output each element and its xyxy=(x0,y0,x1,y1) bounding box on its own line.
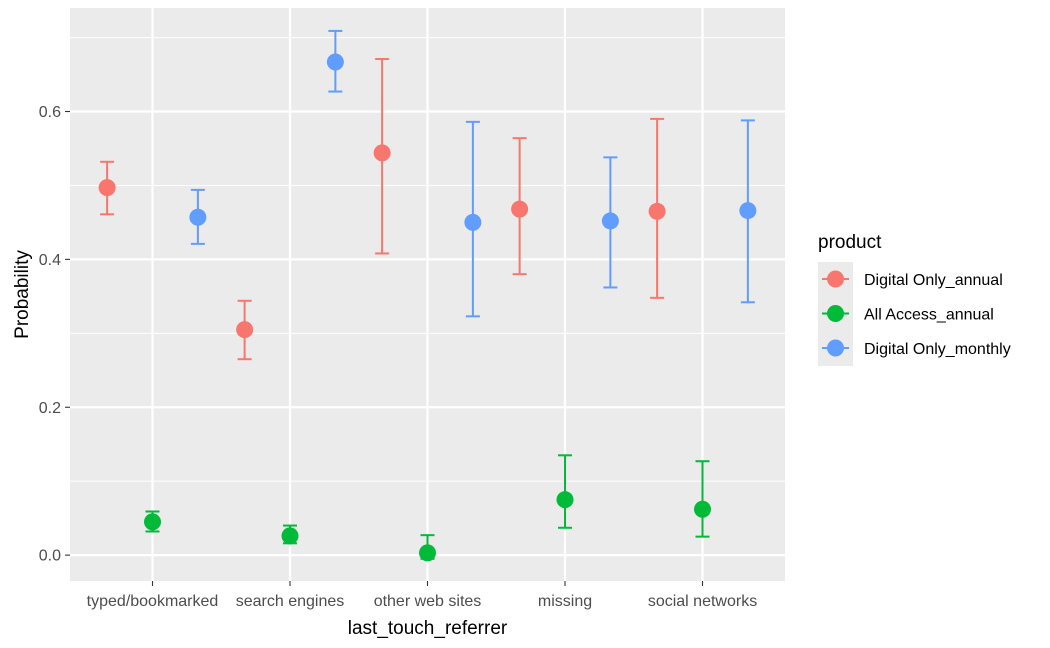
legend-item: Digital Only_monthly xyxy=(822,339,1011,358)
x-axis: typed/bookmarked search engines other web … xyxy=(87,581,757,610)
x-tick-label: typed/bookmarked xyxy=(87,593,219,610)
x-tick-label: search engines xyxy=(236,593,345,610)
data-point xyxy=(464,213,482,231)
data-point xyxy=(98,179,116,197)
legend-label: Digital Only_monthly xyxy=(864,341,1011,358)
data-point xyxy=(144,513,161,531)
x-tick-label: other web sites xyxy=(374,593,482,610)
data-point xyxy=(189,208,207,226)
legend: product Digital Only_annual All Access_an… xyxy=(818,232,1011,366)
legend-title: product xyxy=(818,232,882,253)
data-marks xyxy=(98,29,757,562)
y-tick-label: 0.4 xyxy=(39,252,61,269)
legend-item: All Access_annual xyxy=(822,305,994,324)
legend-key-point xyxy=(827,305,844,322)
data-point xyxy=(281,527,299,545)
x-axis-title: last_touch_referrer xyxy=(348,618,508,639)
x-tick-label: social networks xyxy=(648,593,757,610)
data-point xyxy=(373,144,391,162)
y-axis: 0.0 0.2 0.4 0.6 xyxy=(39,104,70,565)
data-point xyxy=(511,200,529,218)
series-digital-only-monthly xyxy=(189,29,757,318)
data-point xyxy=(326,53,344,71)
data-point xyxy=(236,321,254,339)
grid-major xyxy=(70,8,785,581)
legend-label: All Access_annual xyxy=(864,307,994,324)
legend-item: Digital Only_annual xyxy=(822,270,1003,289)
series-digital-only-annual xyxy=(98,58,666,361)
x-tick-label: missing xyxy=(538,593,592,610)
data-point xyxy=(739,202,757,220)
y-tick-label: 0.6 xyxy=(39,104,61,121)
data-point xyxy=(601,212,619,230)
y-axis-title: Probability xyxy=(12,250,33,339)
data-point xyxy=(648,202,666,220)
series-all-access-annual xyxy=(144,454,711,562)
data-point xyxy=(556,491,574,509)
data-point xyxy=(419,544,436,562)
y-tick-label: 0.0 xyxy=(39,548,61,565)
legend-label: Digital Only_annual xyxy=(864,272,1003,289)
y-tick-label: 0.2 xyxy=(39,400,61,417)
data-point xyxy=(694,500,711,518)
legend-key-point xyxy=(827,270,844,288)
legend-key-point xyxy=(827,339,844,357)
